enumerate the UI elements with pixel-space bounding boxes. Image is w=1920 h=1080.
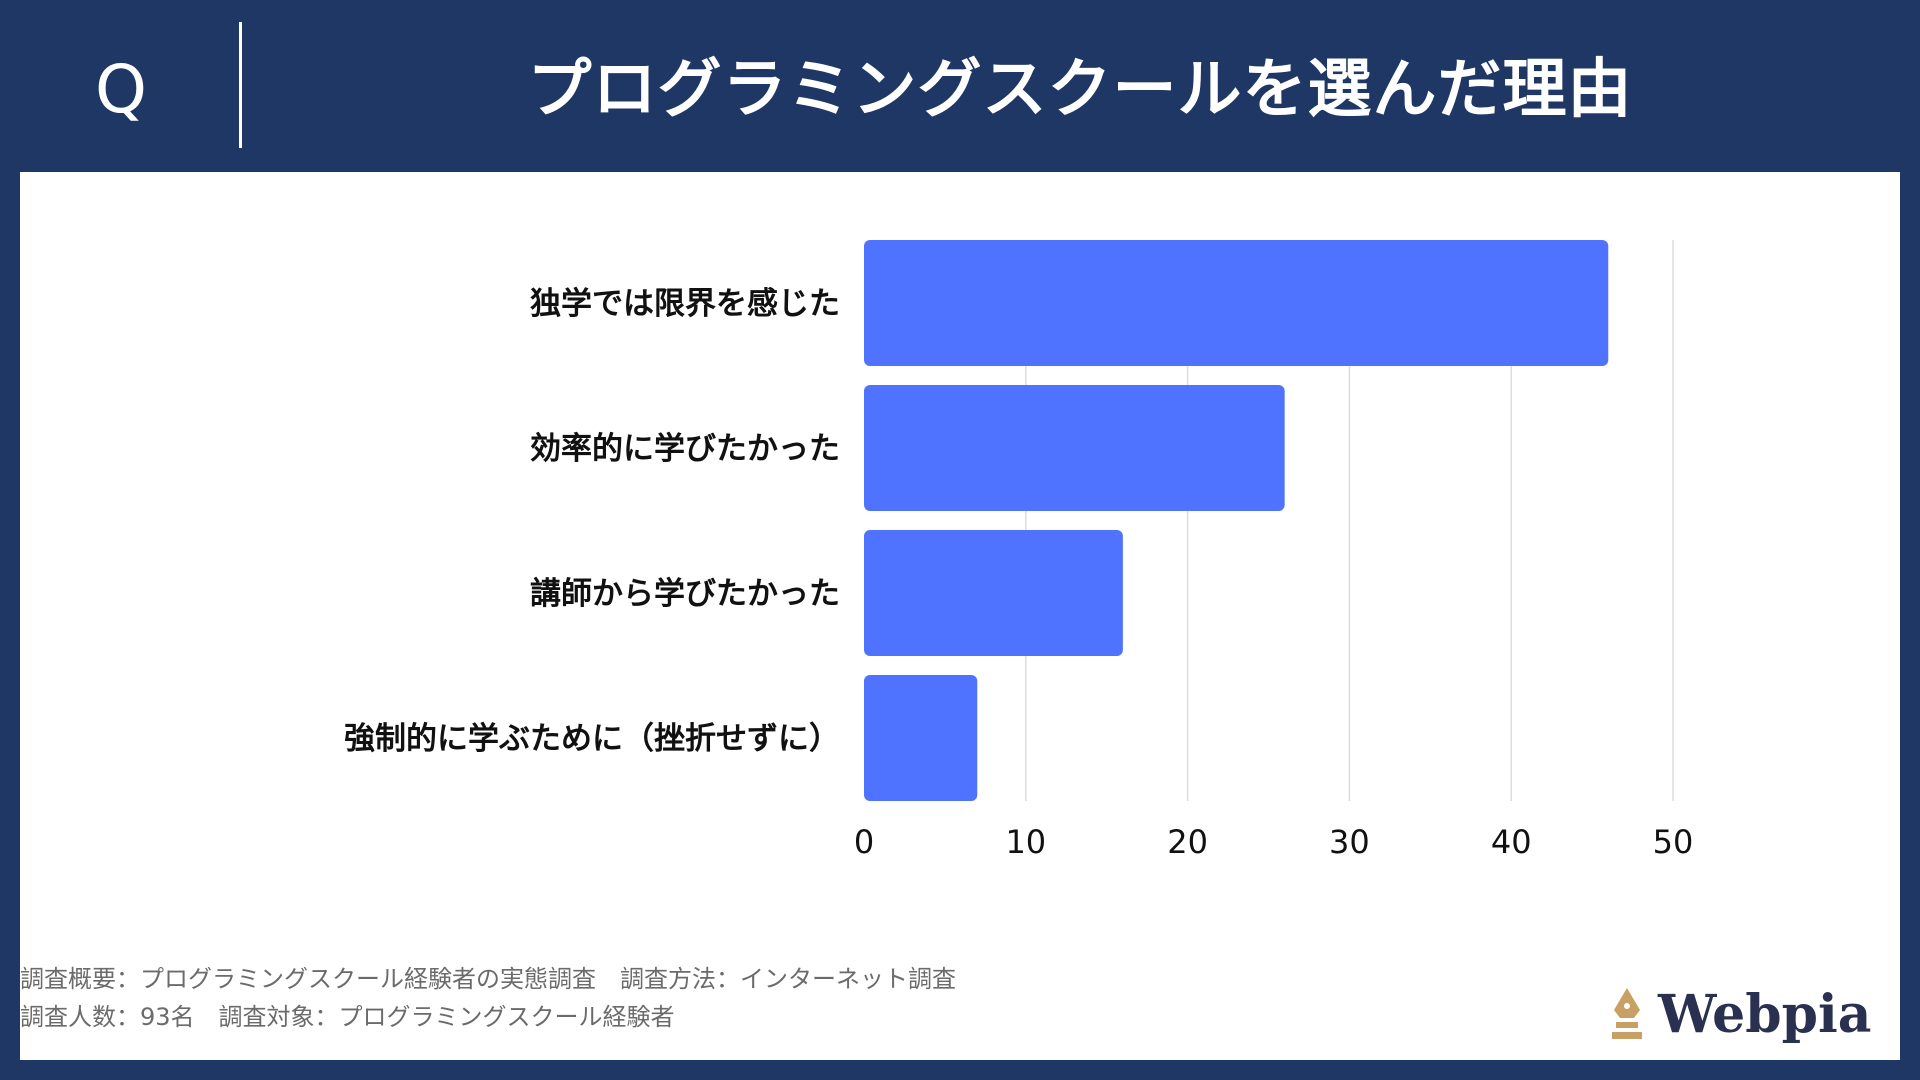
- x-tick-label: 40: [1491, 823, 1532, 861]
- bar: [864, 675, 978, 801]
- bar: [864, 385, 1285, 511]
- pen-nib-icon: [1612, 988, 1642, 1039]
- x-tick-label: 20: [1167, 823, 1208, 861]
- webpia-logo: Webpia: [1610, 980, 1880, 1050]
- category-label: 独学では限界を感じた: [530, 286, 840, 322]
- bar: [864, 530, 1123, 656]
- category-label: 講師から学びたかった: [530, 576, 840, 612]
- category-label: 強制的に学ぶために（挫折せずに）: [344, 721, 840, 757]
- header-divider: [239, 22, 242, 148]
- x-tick-label: 30: [1329, 823, 1370, 861]
- x-tick-label: 0: [854, 823, 874, 861]
- survey-footer: 調査概要：プログラミングスクール経験者の実態調査 調査方法：インターネット調査 …: [20, 960, 1320, 1036]
- chart-panel: 独学では限界を感じた 効率的に学びたかった 講師から学びたかった強制的に学ぶために（…: [20, 172, 1900, 1060]
- bar: [864, 240, 1609, 366]
- survey-summary-line: 調査概要：プログラミングスクール経験者の実態調査 調査方法：インターネット調査: [20, 965, 956, 993]
- page-title: プログラミングスクールを選んだ理由: [527, 53, 1633, 127]
- survey-details-line: 調査人数：93名 調査対象：プログラミングスクール経験者: [20, 1003, 675, 1031]
- bar-chart: 独学では限界を感じた効率的に学びたかった講師から学びたかった強制的に学ぶために（…: [344, 240, 1694, 861]
- logo-text: Webpia: [1658, 984, 1872, 1045]
- question-mark: Q: [95, 51, 147, 128]
- category-label: 効率的に学びたかった: [530, 431, 840, 467]
- x-tick-label: 10: [1005, 823, 1046, 861]
- header: Q プログラミングスクールを選んだ理由: [0, 0, 1920, 172]
- x-tick-label: 50: [1653, 823, 1694, 861]
